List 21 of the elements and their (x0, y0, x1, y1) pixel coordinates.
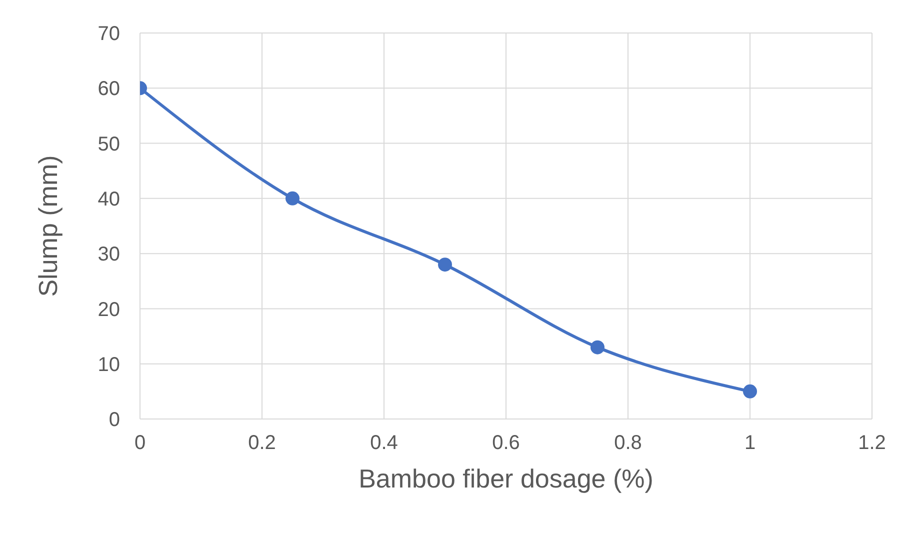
point (590, 340, 604, 354)
point (438, 258, 452, 272)
y-tick-label: 50 (98, 133, 120, 156)
x-tick-label: 0.6 (492, 432, 520, 454)
x-tick-label: 0.2 (248, 432, 276, 454)
x-axis-title: Bamboo fiber dosage (%) (358, 463, 654, 494)
x-tick-label: 1.2 (858, 432, 886, 454)
x-tick-label: 1 (744, 432, 756, 454)
x-tick-label: 0 (134, 432, 146, 454)
x-tick-label: 0.8 (614, 432, 642, 454)
y-axis-title: Slump (mm) (33, 155, 64, 297)
y-tick-label: 60 (98, 78, 120, 100)
y-tick-label: 10 (98, 354, 120, 376)
x-tick-label: 0.4 (370, 432, 398, 454)
y-tick-label: 0 (108, 409, 120, 432)
y-tick-label: 20 (98, 298, 120, 321)
y-tick-label: 30 (98, 244, 120, 266)
point (743, 384, 757, 398)
y-tick-label: 40 (98, 188, 120, 211)
point (286, 191, 300, 206)
y-tick-label: 70 (98, 23, 120, 46)
